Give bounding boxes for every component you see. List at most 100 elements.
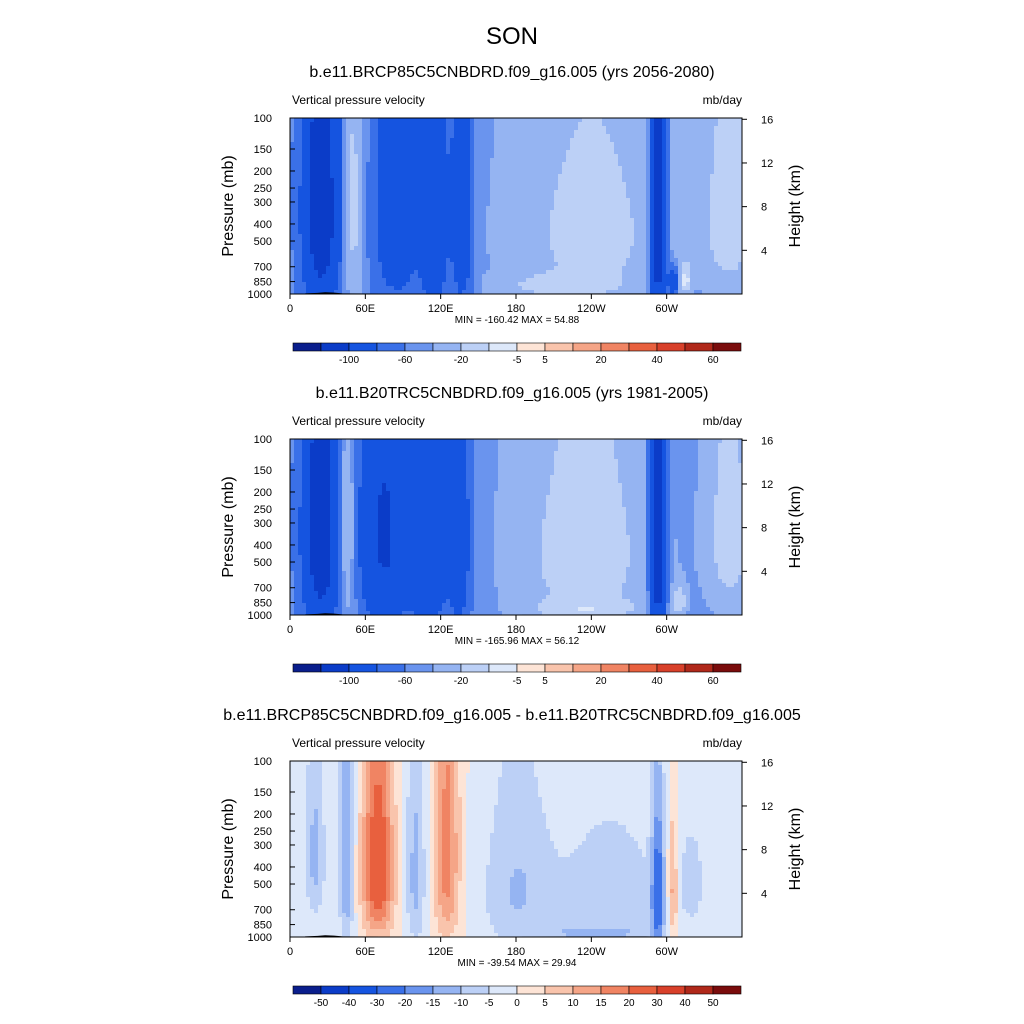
field-cell xyxy=(566,210,570,214)
field-cell xyxy=(506,246,510,250)
field-cell xyxy=(522,238,526,242)
field-cell xyxy=(650,170,654,174)
field-cell xyxy=(590,218,594,222)
field-cell xyxy=(686,214,690,218)
field-cell xyxy=(382,230,386,234)
field-cell xyxy=(386,230,390,234)
field-cell xyxy=(434,254,438,258)
field-cell xyxy=(514,170,518,174)
field-cell xyxy=(434,258,438,262)
field-cell xyxy=(638,262,642,266)
field-cell xyxy=(542,178,546,182)
field-cell xyxy=(450,158,454,162)
field-cell xyxy=(670,178,674,182)
field-cell xyxy=(422,170,426,174)
field-cell xyxy=(522,150,526,154)
field-cell xyxy=(522,118,526,122)
field-cell xyxy=(518,290,522,294)
field-cell xyxy=(430,142,434,146)
field-cell xyxy=(686,194,690,198)
field-cell xyxy=(682,134,686,138)
field-cell xyxy=(630,142,634,146)
field-cell xyxy=(386,126,390,130)
field-cell xyxy=(658,162,662,166)
field-cell xyxy=(526,154,530,158)
field-cell xyxy=(658,190,662,194)
field-cell xyxy=(686,126,690,130)
field-cell xyxy=(430,286,434,290)
field-cell xyxy=(678,274,682,278)
field-cell xyxy=(338,138,342,142)
field-cell xyxy=(450,234,454,238)
field-cell xyxy=(362,202,366,206)
field-cell xyxy=(578,230,582,234)
field-cell xyxy=(342,206,346,210)
field-cell xyxy=(410,286,414,290)
field-cell xyxy=(622,250,626,254)
field-cell xyxy=(654,170,658,174)
field-cell xyxy=(490,162,494,166)
field-cell xyxy=(410,210,414,214)
field-cell xyxy=(582,126,586,130)
field-cell xyxy=(702,194,706,198)
field-cell xyxy=(374,194,378,198)
field-cell xyxy=(466,130,470,134)
field-cell xyxy=(630,158,634,162)
field-cell xyxy=(622,182,626,186)
field-cell xyxy=(586,206,590,210)
field-cell xyxy=(518,166,522,170)
field-cell xyxy=(634,166,638,170)
field-cell xyxy=(342,250,346,254)
field-cell xyxy=(494,182,498,186)
field-cell xyxy=(422,190,426,194)
field-cell xyxy=(330,194,334,198)
field-cell xyxy=(354,286,358,290)
field-cell xyxy=(650,286,654,290)
field-cell xyxy=(406,258,410,262)
field-cell xyxy=(446,262,450,266)
field-cell xyxy=(374,142,378,146)
field-cell xyxy=(366,290,370,294)
field-cell xyxy=(382,122,386,126)
field-cell xyxy=(598,138,602,142)
field-cell xyxy=(554,230,558,234)
field-cell xyxy=(662,150,666,154)
field-cell xyxy=(542,126,546,130)
field-cell xyxy=(602,262,606,266)
field-cell xyxy=(446,158,450,162)
field-cell xyxy=(610,222,614,226)
field-cell xyxy=(310,258,314,262)
field-cell xyxy=(498,146,502,150)
field-cell xyxy=(682,186,686,190)
field-cell xyxy=(654,246,658,250)
field-cell xyxy=(582,154,586,158)
field-cell xyxy=(690,238,694,242)
field-cell xyxy=(734,278,738,282)
field-cell xyxy=(658,178,662,182)
field-cell xyxy=(458,226,462,230)
field-cell xyxy=(298,186,302,190)
field-cell xyxy=(714,286,718,290)
field-cell xyxy=(558,250,562,254)
field-cell xyxy=(298,182,302,186)
field-cell xyxy=(514,214,518,218)
field-cell xyxy=(606,230,610,234)
field-cell xyxy=(650,238,654,242)
field-cell xyxy=(310,214,314,218)
field-cell xyxy=(458,238,462,242)
field-cell xyxy=(562,158,566,162)
field-cell xyxy=(530,186,534,190)
field-cell xyxy=(542,242,546,246)
field-cell xyxy=(462,130,466,134)
field-cell xyxy=(530,150,534,154)
field-cell xyxy=(486,138,490,142)
field-cell xyxy=(626,222,630,226)
field-cell xyxy=(534,142,538,146)
field-cell xyxy=(618,270,622,274)
field-cell xyxy=(398,174,402,178)
field-cell xyxy=(390,150,394,154)
field-cell xyxy=(542,206,546,210)
field-cell xyxy=(590,174,594,178)
field-cell xyxy=(654,166,658,170)
field-cell xyxy=(318,250,322,254)
